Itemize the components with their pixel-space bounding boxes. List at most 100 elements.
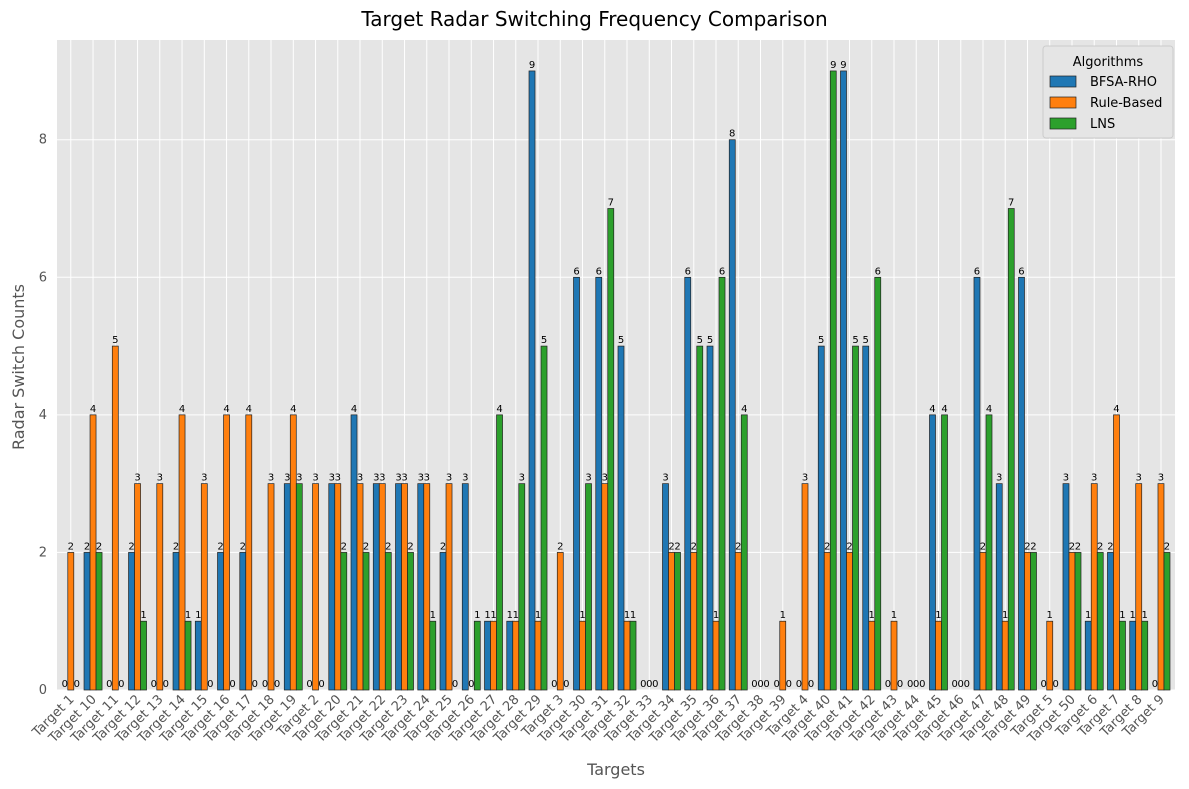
legend-swatch [1049, 117, 1077, 130]
bar [874, 276, 882, 691]
bar-value-label: 2 [846, 541, 852, 552]
bar [239, 552, 247, 691]
bar [384, 552, 392, 691]
bar-value-label: 2 [824, 541, 830, 552]
bar-value-label: 0 [774, 679, 780, 690]
bar-value-label: 0 [151, 679, 157, 690]
bar-value-label: 3 [157, 473, 163, 484]
bar-value-label: 2 [440, 541, 446, 552]
bar-value-label: 2 [1030, 541, 1036, 552]
bar-value-label: 3 [357, 473, 363, 484]
bar-value-label: 0 [958, 679, 964, 690]
bar-value-label: 4 [496, 404, 502, 415]
bar-value-label: 0 [163, 679, 169, 690]
bar [217, 552, 224, 691]
bar-value-label: 6 [596, 266, 602, 277]
bar [328, 483, 336, 691]
bar-value-label: 4 [741, 404, 747, 415]
bar-value-label: 0 [207, 679, 213, 690]
bar-value-label: 4 [1113, 404, 1119, 415]
bar-value-label: 1 [579, 610, 585, 621]
bar-value-label: 1 [474, 610, 480, 621]
bar [461, 483, 469, 691]
bar-value-label: 2 [385, 541, 391, 552]
bar [601, 483, 609, 691]
bar-value-label: 2 [407, 541, 413, 552]
bar [111, 345, 119, 691]
bar-value-label: 3 [446, 473, 452, 484]
y-axis-label: Radar Switch Counts [9, 284, 28, 450]
bar [801, 483, 809, 691]
bar [979, 552, 987, 691]
bar [372, 483, 380, 691]
bar [1001, 620, 1009, 691]
bar [585, 483, 592, 691]
bar-value-label: 4 [246, 404, 252, 415]
bar-value-label: 0 [964, 679, 970, 690]
bar [935, 620, 942, 691]
bar [1135, 483, 1143, 691]
bar-value-label: 9 [529, 60, 535, 71]
bar [67, 552, 75, 691]
bar [1018, 276, 1025, 691]
bar [1024, 552, 1031, 691]
bar-value-label: 0 [652, 679, 658, 690]
bar-value-label: 2 [68, 541, 74, 552]
bar-value-label: 0 [306, 679, 312, 690]
bar-value-label: 0 [808, 679, 814, 690]
bar-value-label: 2 [1107, 541, 1113, 552]
bar-value-label: 2 [980, 541, 986, 552]
bar-value-label: 2 [96, 541, 102, 552]
bar-value-label: 9 [830, 60, 836, 71]
bar [607, 208, 615, 691]
bar [973, 276, 981, 691]
bar-value-label: 6 [719, 266, 725, 277]
bar-value-label: 3 [379, 473, 385, 484]
bar-value-label: 3 [418, 473, 424, 484]
bar-value-label: 3 [1158, 473, 1164, 484]
bar-value-label: 1 [1130, 610, 1136, 621]
bar-value-label: 4 [290, 404, 296, 415]
bar-value-label: 0 [118, 679, 124, 690]
bar-value-label: 1 [713, 610, 719, 621]
bar-value-label: 5 [112, 335, 118, 346]
bar [668, 552, 675, 691]
bar-value-label: 0 [74, 679, 80, 690]
bar-value-label: 3 [401, 473, 407, 484]
bar [518, 483, 526, 691]
bar [573, 276, 580, 691]
bars-layer [67, 70, 1171, 691]
bar-value-label: 8 [729, 129, 735, 140]
bar-value-label: 5 [697, 335, 703, 346]
bar [1062, 483, 1070, 691]
bar-value-label: 3 [268, 473, 274, 484]
bar-value-label: 2 [341, 541, 347, 552]
bar-value-label: 3 [1136, 473, 1142, 484]
bar [528, 70, 536, 691]
bar [83, 552, 91, 691]
bar-value-label: 1 [1047, 610, 1053, 621]
bar [156, 483, 164, 691]
bar-value-label: 0 [919, 679, 925, 690]
bar [579, 620, 586, 691]
bar-value-label: 1 [513, 610, 519, 621]
bar [995, 483, 1003, 691]
bar [779, 620, 787, 691]
bar-value-label: 0 [897, 679, 903, 690]
bar-value-label: 0 [262, 679, 268, 690]
bar [1030, 552, 1037, 691]
bar [617, 345, 625, 691]
bar-value-label: 0 [452, 679, 458, 690]
y-tick-label: 8 [39, 133, 47, 148]
bar [534, 620, 542, 691]
bar [356, 483, 364, 691]
bar [829, 70, 837, 691]
bar [200, 483, 208, 691]
bar [95, 552, 103, 691]
bar [740, 414, 748, 691]
bar [823, 552, 831, 691]
bar [690, 552, 698, 691]
